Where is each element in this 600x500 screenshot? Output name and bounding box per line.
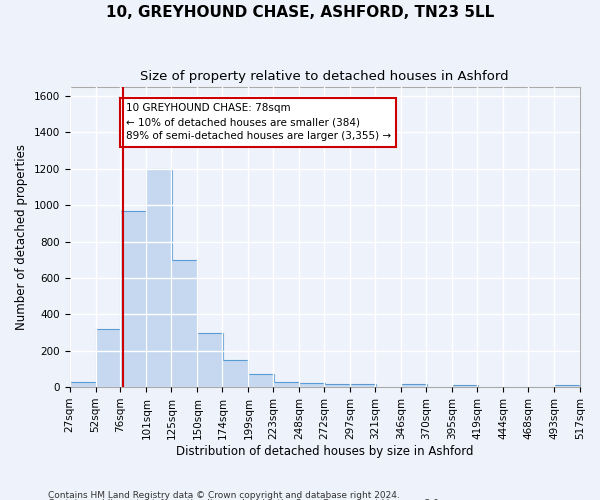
Bar (452, 385, 478, 387)
Y-axis label: Number of detached properties: Number of detached properties (15, 144, 28, 330)
Bar (146, 169, 172, 387)
Text: Contains public sector information licensed under the Open Government Licence v3: Contains public sector information licen… (48, 499, 442, 500)
Bar (299, 384, 325, 387)
Text: 10, GREYHOUND CHASE, ASHFORD, TN23 5LL: 10, GREYHOUND CHASE, ASHFORD, TN23 5LL (106, 5, 494, 20)
Bar (223, 360, 248, 387)
Text: 10 GREYHOUND CHASE: 78sqm
← 10% of detached houses are smaller (384)
89% of semi: 10 GREYHOUND CHASE: 78sqm ← 10% of detac… (125, 104, 391, 142)
Text: Contains HM Land Registry data © Crown copyright and database right 2024.: Contains HM Land Registry data © Crown c… (48, 490, 400, 500)
Bar (95, 329, 122, 387)
Bar (350, 384, 376, 387)
Bar (274, 382, 299, 387)
Title: Size of property relative to detached houses in Ashford: Size of property relative to detached ho… (140, 70, 509, 83)
Bar (554, 385, 580, 387)
Bar (401, 384, 427, 387)
Bar (248, 374, 274, 387)
Bar (324, 384, 350, 387)
Bar (197, 332, 223, 387)
X-axis label: Distribution of detached houses by size in Ashford: Distribution of detached houses by size … (176, 444, 473, 458)
Bar (121, 210, 146, 387)
Bar (172, 260, 197, 387)
Bar (70, 382, 95, 387)
